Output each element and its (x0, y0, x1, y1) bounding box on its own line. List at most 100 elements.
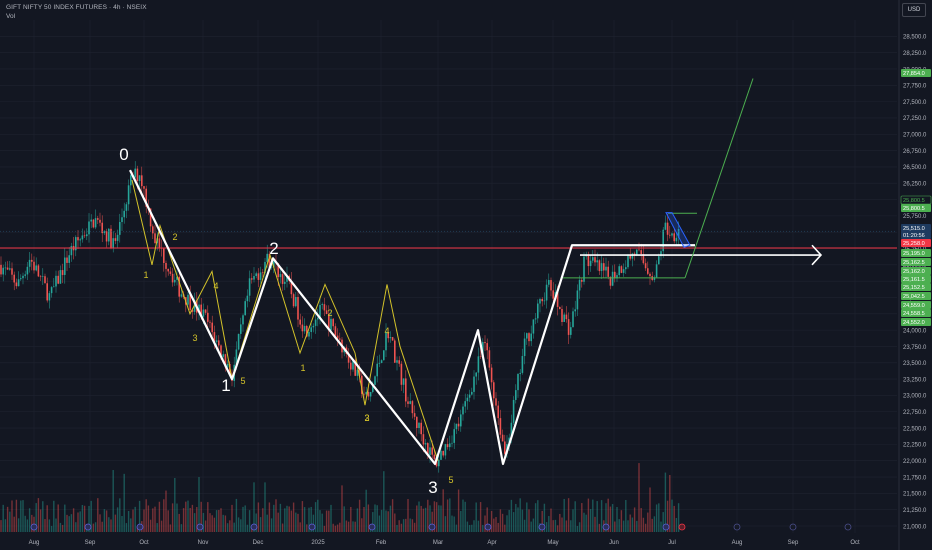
volume-bar (578, 522, 581, 532)
volume-bar (235, 498, 238, 532)
candle-body (299, 319, 301, 325)
candle-body (644, 263, 647, 269)
volume-bar (24, 515, 26, 532)
wave-label-yellow: 1 (300, 363, 305, 373)
candle-body (427, 443, 429, 456)
candle-body (323, 304, 326, 311)
candle-body (440, 450, 442, 460)
volume-bar (193, 513, 196, 532)
volume-bar (526, 502, 528, 532)
volume-bar (451, 515, 453, 532)
volume-indicator-label[interactable]: Vol (6, 13, 16, 20)
event-marker-icon (844, 523, 852, 531)
candle-body (521, 356, 524, 373)
volume-bar (35, 503, 37, 532)
price-tag-label: 25,515.0 (903, 226, 925, 232)
candle-body (255, 273, 257, 277)
volume-bar (581, 503, 583, 532)
candle-body (356, 369, 359, 376)
candle-body (431, 447, 433, 455)
volume-bar (270, 518, 273, 532)
candle-body (325, 310, 328, 314)
volume-bar (376, 505, 378, 532)
candle-body (171, 273, 174, 283)
volume-bar (394, 513, 396, 532)
candle-body (242, 315, 244, 325)
volume-bar (317, 499, 319, 532)
volume-bar (358, 499, 361, 532)
candle-body (559, 306, 561, 310)
candle-body (629, 255, 631, 259)
volume-bar (152, 508, 154, 532)
candle-body (224, 354, 227, 368)
volume-bar (154, 506, 156, 532)
candle-body (537, 303, 539, 319)
volume-bar (301, 501, 304, 532)
candle-body (246, 295, 249, 302)
candle-body (180, 294, 183, 297)
volume-bar (310, 506, 312, 532)
volume-bar (200, 501, 202, 532)
price-tick-label: 28,250.0 (903, 51, 927, 57)
candle-body (501, 434, 504, 442)
candle-body (570, 327, 572, 335)
time-tick-label: Feb (376, 540, 387, 546)
candle-body (372, 384, 374, 392)
candle-body (462, 406, 464, 415)
candle-body (625, 267, 627, 270)
volume-bar (490, 510, 493, 532)
candle-body (666, 222, 669, 235)
volume-bar (94, 522, 97, 532)
candle-body (490, 367, 493, 383)
candle-body (620, 266, 623, 273)
price-tag: 25,258.0 (901, 239, 931, 247)
event-marker-icon (602, 523, 610, 531)
volume-bar (119, 498, 121, 532)
price-tag: 25,042.5 (901, 292, 931, 300)
volume-bar (92, 523, 95, 532)
candle-body (136, 168, 139, 182)
price-tags: 27,854.0 25,800.5 25,800.5 25,515.001:20:56… (900, 69, 932, 326)
price-tag: 24,552.0 (901, 318, 931, 326)
volume-bar (224, 515, 227, 532)
volume-bar (572, 509, 574, 532)
candle-body (556, 292, 559, 307)
volume-bar (495, 517, 497, 532)
price-tag: 25,800.5 (900, 195, 932, 205)
candle-body (385, 331, 387, 351)
candle-body (622, 269, 625, 273)
price-tag-label: 25,161.5 (903, 277, 925, 283)
candle-body (119, 222, 121, 235)
volume-bar (11, 500, 13, 532)
price-tag-box (901, 239, 931, 247)
volume-bar (556, 525, 559, 532)
volume-bar (61, 524, 64, 532)
volume-bar (330, 504, 332, 532)
candle-body (281, 274, 284, 284)
candle-body (347, 353, 350, 363)
volume-bar (339, 522, 341, 532)
volume-bar (473, 520, 475, 532)
volume-bar (444, 516, 447, 532)
currency-button[interactable]: USD (902, 3, 926, 17)
volume-bar (101, 521, 103, 532)
volume-bar (468, 525, 471, 532)
candle-body (83, 235, 86, 237)
price-tick-label: 26,750.0 (903, 149, 927, 155)
price-tick-label: 21,750.0 (903, 475, 927, 481)
candle-body (46, 283, 48, 301)
candle-body (616, 275, 618, 279)
candle-body (215, 340, 218, 342)
volume-bar (413, 522, 416, 532)
volume-bar (4, 519, 7, 532)
candle-body (50, 287, 53, 294)
candle-body (37, 265, 40, 277)
volume-bar (303, 507, 306, 532)
candle-body (539, 299, 541, 304)
price-tick-label: 27,250.0 (903, 116, 927, 122)
volume-bar (380, 509, 383, 532)
time-axis[interactable]: Aug Sep Oct Nov Dec 2025 Feb Mar Apr May Jun Jul Aug… (29, 523, 860, 546)
volume-bar (288, 506, 290, 532)
volume-bar (411, 519, 414, 532)
